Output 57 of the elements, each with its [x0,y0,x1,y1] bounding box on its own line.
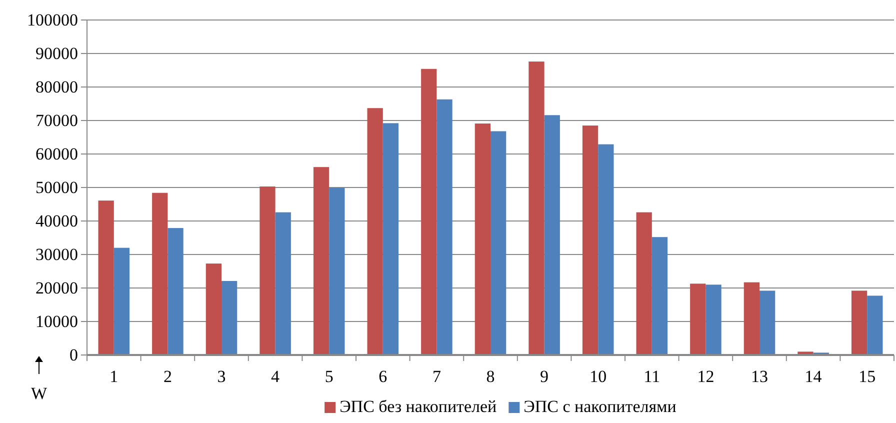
x-tick-label: 14 [804,367,822,386]
bar [382,123,399,355]
x-tick-label: 5 [324,367,334,386]
bar [260,186,276,355]
bar [367,108,383,355]
bar [544,115,560,355]
y-tick-label: 10000 [36,312,78,331]
x-tick-label: 12 [697,367,714,386]
bar [152,192,168,355]
x-tick-label: 2 [163,367,172,386]
bar [114,248,130,355]
x-tick-label: 7 [432,367,442,386]
legend-label: ЭПС без накопителей [340,397,497,416]
bar [421,68,437,355]
bar [490,131,506,355]
bar [275,212,291,355]
bar [744,282,760,355]
legend-label: ЭПС с накопителями [524,397,676,416]
bar [636,212,652,355]
y-tick-label: 100000 [27,10,78,30]
bar [706,284,722,355]
bar [851,290,868,355]
x-tick-label: 11 [644,367,660,386]
bar [206,264,222,355]
bar [329,188,345,355]
bar [528,62,544,355]
x-tick-label: 15 [858,367,876,386]
x-tick-label: 6 [378,367,388,386]
x-tick-label: 13 [751,367,768,386]
bar [867,296,883,355]
y-tick-label: 80000 [36,77,78,96]
y-tick-label: 60000 [36,144,78,164]
bar [436,99,452,355]
x-tick-label: 4 [271,367,280,386]
x-tick-label: 3 [217,367,226,386]
y-tick-label: 30000 [36,244,78,264]
y-tick-label: 70000 [36,110,78,130]
y-tick-label: 50000 [36,178,78,197]
y-tick-label: 90000 [36,44,78,63]
y-axis-title: W [30,384,48,403]
bar [598,144,614,355]
bar [690,284,706,355]
x-tick-label: 9 [540,367,549,386]
bar [760,290,776,355]
bar [168,228,184,355]
bar [474,124,490,355]
bar [652,237,668,355]
y-tick-label: 20000 [36,278,78,298]
bar [582,126,598,355]
x-tick-label: 10 [590,367,607,386]
x-tick-label: 8 [486,367,495,386]
x-tick-label: 1 [110,367,118,386]
y-tick-label: 40000 [36,211,78,230]
bar [98,200,114,355]
bar [313,167,330,355]
bar [222,280,238,355]
y-tick-label: 0 [70,345,78,364]
